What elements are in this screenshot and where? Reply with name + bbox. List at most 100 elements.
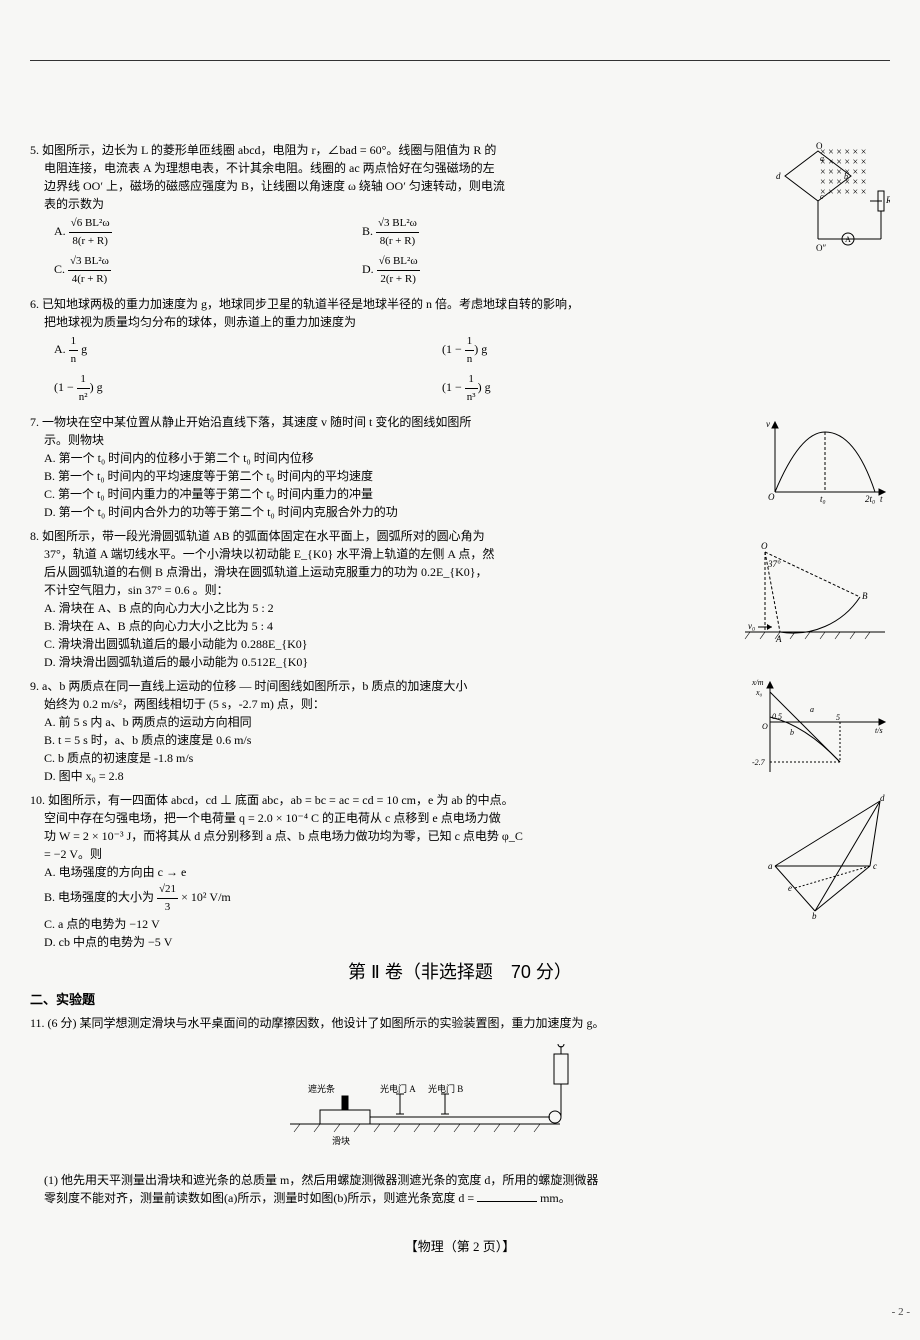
q7-stem: 7. 一物块在空中某位置从静止开始沿直线下落，其速度 v 随时间 t 变化的图线… xyxy=(30,413,670,521)
svg-text:x/m: x/m xyxy=(751,678,764,687)
q5-opt-c: C. √3 BL²ω4(r + R) xyxy=(54,251,362,289)
q5-opt-b: B. √3 BL²ω8(r + R) xyxy=(362,213,670,251)
q7-line2: 示。则物块 xyxy=(30,431,670,449)
question-8: 8. 如图所示，带一段光滑圆弧轨道 AB 的弧面体固定在水平面上，圆弧所对的圆心… xyxy=(30,527,890,671)
svg-text:光电门 A: 光电门 A xyxy=(380,1083,416,1094)
q9-opt-d: D. 图中 x₀ = 2.8 xyxy=(30,767,670,785)
q5-line2: 电阻连接，电流表 A 为理想电表，不计其余电阻。线圈的 ac 两点恰好在匀强磁场… xyxy=(30,159,670,177)
svg-text:t: t xyxy=(880,494,883,504)
q10-diagram: a c b d e xyxy=(760,791,890,921)
svg-text:B: B xyxy=(862,591,868,601)
q9-diagram: x/m t/s x₀ 0.5 5 -2.7 O a b xyxy=(750,677,890,777)
svg-text:a: a xyxy=(768,861,773,871)
svg-text:O: O xyxy=(761,541,768,551)
svg-text:滑块: 滑块 xyxy=(332,1135,350,1146)
svg-text:-2.7: -2.7 xyxy=(752,758,766,767)
q10-line2: 空间中存在匀强电场，把一个电荷量 q = 2.0 × 10⁻⁴ C 的正电荷从 … xyxy=(30,809,670,827)
svg-text:b: b xyxy=(844,172,848,181)
svg-text:R: R xyxy=(885,195,890,205)
subsection-experiment: 二、实验题 xyxy=(30,990,890,1010)
q5-stem: 5. 如图所示，边长为 L 的菱形单匝线圈 abcd，电阻为 r，∠bad = … xyxy=(30,141,670,289)
q10-opt-d: D. cb 中点的电势为 −5 V xyxy=(30,933,670,951)
q8-line3: 后从圆弧轨道的右侧 B 点滑出，滑块在圆弧轨道上运动克服重力的功为 0.2E_{… xyxy=(30,563,670,581)
q10-opt-b: B. 电场强度的大小为 √213 × 10² V/m xyxy=(30,881,670,915)
q6-stem: 6. 已知地球两极的重力加速度为 g，地球同步卫星的轨道半径是地球半径的 n 倍… xyxy=(30,295,830,407)
q6-opt-d: (1 − 1n³) g xyxy=(442,369,830,407)
side-page-number: - 2 - xyxy=(892,1304,910,1321)
q5-line4: 表的示数为 xyxy=(30,195,670,213)
svg-text:t/s: t/s xyxy=(875,726,883,735)
q11-sub1: (1) 他先用天平测量出滑块和遮光条的总质量 m，然后用螺旋测微器测遮光条的宽度… xyxy=(30,1171,890,1207)
q10-opt-c: C. a 点的电势为 −12 V xyxy=(30,915,670,933)
svg-text:d: d xyxy=(776,171,781,181)
page: 5. 如图所示，边长为 L 的菱形单匝线圈 abcd，电阻为 r，∠bad = … xyxy=(0,0,920,1340)
q10-line1: 10. 如图所示，有一四面体 abcd，cd ⊥ 底面 abc，ab = bc … xyxy=(30,791,670,809)
q11-sub1-c: mm。 xyxy=(540,1191,571,1205)
q6-opt-b: (1 − 1n) g xyxy=(442,331,830,369)
q7-opt-a: A. 第一个 t₀ 时间内的位移小于第二个 t₀ 时间内位移 xyxy=(30,449,670,467)
q11-sub1-b: 零刻度不能对齐，测量前读数如图(a)所示，测量时如图(b)所示，则遮光条宽度 d… xyxy=(44,1191,477,1205)
question-11: 11. (6 分) 某同学想测定滑块与水平桌面间的动摩擦因数，他设计了如图所示的… xyxy=(30,1014,890,1207)
svg-text:b: b xyxy=(790,728,794,737)
top-rule xyxy=(30,60,890,61)
svg-text:A: A xyxy=(845,235,851,244)
svg-text:c: c xyxy=(873,861,877,871)
q6-line1: 6. 已知地球两极的重力加速度为 g，地球同步卫星的轨道半径是地球半径的 n 倍… xyxy=(30,295,830,313)
question-6: 6. 已知地球两极的重力加速度为 g，地球同步卫星的轨道半径是地球半径的 n 倍… xyxy=(30,295,890,407)
q5-diagram: × × × × × × × × × × × × × × × × × × × × … xyxy=(740,141,890,261)
svg-text:2t₀: 2t₀ xyxy=(865,494,875,504)
question-10: 10. 如图所示，有一四面体 abcd，cd ⊥ 底面 abc，ab = bc … xyxy=(30,791,890,951)
q8-diagram: O 37° A B v₀ xyxy=(740,537,890,647)
svg-text:v₀: v₀ xyxy=(748,621,755,631)
svg-text:O: O xyxy=(768,492,775,502)
q9-opt-a: A. 前 5 s 内 a、b 两质点的运动方向相同 xyxy=(30,713,670,731)
q10-opt-a: A. 电场强度的方向由 c → e xyxy=(30,863,670,881)
q7-opt-c: C. 第一个 t₀ 时间内重力的冲量等于第二个 t₀ 时间内重力的冲量 xyxy=(30,485,670,503)
q10-line3: 功 W = 2 × 10⁻³ J，而将其从 d 点分别移到 a 点、b 点电场力… xyxy=(30,827,670,845)
q10-line4: = −2 V。则 xyxy=(30,845,670,863)
q8-opt-a: A. 滑块在 A、B 点的向心力大小之比为 5 : 2 xyxy=(30,599,670,617)
q7-line1: 7. 一物块在空中某位置从静止开始沿直线下落，其速度 v 随时间 t 变化的图线… xyxy=(30,413,670,431)
q11-sub1-a: (1) 他先用天平测量出滑块和遮光条的总质量 m，然后用螺旋测微器测遮光条的宽度… xyxy=(44,1173,598,1187)
q6-opt-a: A. 1n g xyxy=(54,331,442,369)
q8-opt-c: C. 滑块滑出圆弧轨道后的最小动能为 0.288E_{K0} xyxy=(30,635,670,653)
q9-opt-b: B. t = 5 s 时，a、b 质点的速度是 0.6 m/s xyxy=(30,731,670,749)
question-5: 5. 如图所示，边长为 L 的菱形单匝线圈 abcd，电阻为 r，∠bad = … xyxy=(30,141,890,289)
q7-opt-b: B. 第一个 t₀ 时间内的平均速度等于第二个 t₀ 时间内的平均速度 xyxy=(30,467,670,485)
q9-line1: 9. a、b 两质点在同一直线上运动的位移 — 时间图线如图所示，b 质点的加速… xyxy=(30,677,670,695)
q9-line2: 始终为 0.2 m/s²，两图线相切于 (5 s，-2.7 m) 点，则： xyxy=(30,695,670,713)
q8-line4: 不计空气阻力，sin 37° = 0.6 。则： xyxy=(30,581,670,599)
q10-stem: 10. 如图所示，有一四面体 abcd，cd ⊥ 底面 abc，ab = bc … xyxy=(30,791,670,951)
q9-opt-c: C. b 质点的初速度是 -1.8 m/s xyxy=(30,749,670,767)
q8-opt-b: B. 滑块在 A、B 点的向心力大小之比为 5 : 4 xyxy=(30,617,670,635)
q8-stem: 8. 如图所示，带一段光滑圆弧轨道 AB 的弧面体固定在水平面上，圆弧所对的圆心… xyxy=(30,527,670,671)
svg-text:O: O xyxy=(816,141,823,151)
section-2-title: 第 Ⅱ 卷（非选择题 70 分） xyxy=(30,959,890,986)
svg-text:v: v xyxy=(766,419,770,429)
q6-options: A. 1n g (1 − 1n) g (1 − 1n²) g (1 − 1n³)… xyxy=(30,331,830,407)
q8-opt-d: D. 滑块滑出圆弧轨道后的最小动能为 0.512E_{K0} xyxy=(30,653,670,671)
svg-text:c: c xyxy=(820,192,824,201)
q11-line1: 11. (6 分) 某同学想测定滑块与水平桌面间的动摩擦因数，他设计了如图所示的… xyxy=(30,1014,830,1032)
svg-text:O″: O″ xyxy=(816,243,826,253)
svg-text:a: a xyxy=(810,705,814,714)
svg-text:e: e xyxy=(788,883,792,893)
svg-text:d: d xyxy=(880,793,885,803)
svg-text:5: 5 xyxy=(836,713,840,722)
svg-text:O: O xyxy=(762,722,768,731)
q5-options: A. √6 BL²ω8(r + R) B. √3 BL²ω8(r + R) C.… xyxy=(30,213,670,289)
q5-opt-d: D. √6 BL²ω2(r + R) xyxy=(362,251,670,289)
svg-text:× × × × × ×: × × × × × × xyxy=(820,187,866,198)
q7-opt-d: D. 第一个 t₀ 时间内合外力的功等于第二个 t₀ 时间内克服合外力的功 xyxy=(30,503,670,521)
svg-text:光电门 B: 光电门 B xyxy=(428,1083,463,1094)
svg-text:0.5: 0.5 xyxy=(772,712,782,721)
svg-text:t₀: t₀ xyxy=(820,494,826,504)
svg-text:A: A xyxy=(775,634,782,644)
q7-diagram: O t₀ 2t₀ t v xyxy=(760,417,890,507)
svg-text:b: b xyxy=(812,911,817,921)
q6-line2: 把地球视为质量均匀分布的球体，则赤道上的重力加速度为 xyxy=(30,313,830,331)
q5-line3: 边界线 OO′ 上，磁场的磁感应强度为 B，让线圈以角速度 ω 绕轴 OO′ 匀… xyxy=(30,177,670,195)
q11-apparatus-figure: 遮光条 光电门 A 光电门 B 滑块 xyxy=(30,1044,890,1159)
question-9: 9. a、b 两质点在同一直线上运动的位移 — 时间图线如图所示，b 质点的加速… xyxy=(30,677,890,785)
q9-stem: 9. a、b 两质点在同一直线上运动的位移 — 时间图线如图所示，b 质点的加速… xyxy=(30,677,670,785)
